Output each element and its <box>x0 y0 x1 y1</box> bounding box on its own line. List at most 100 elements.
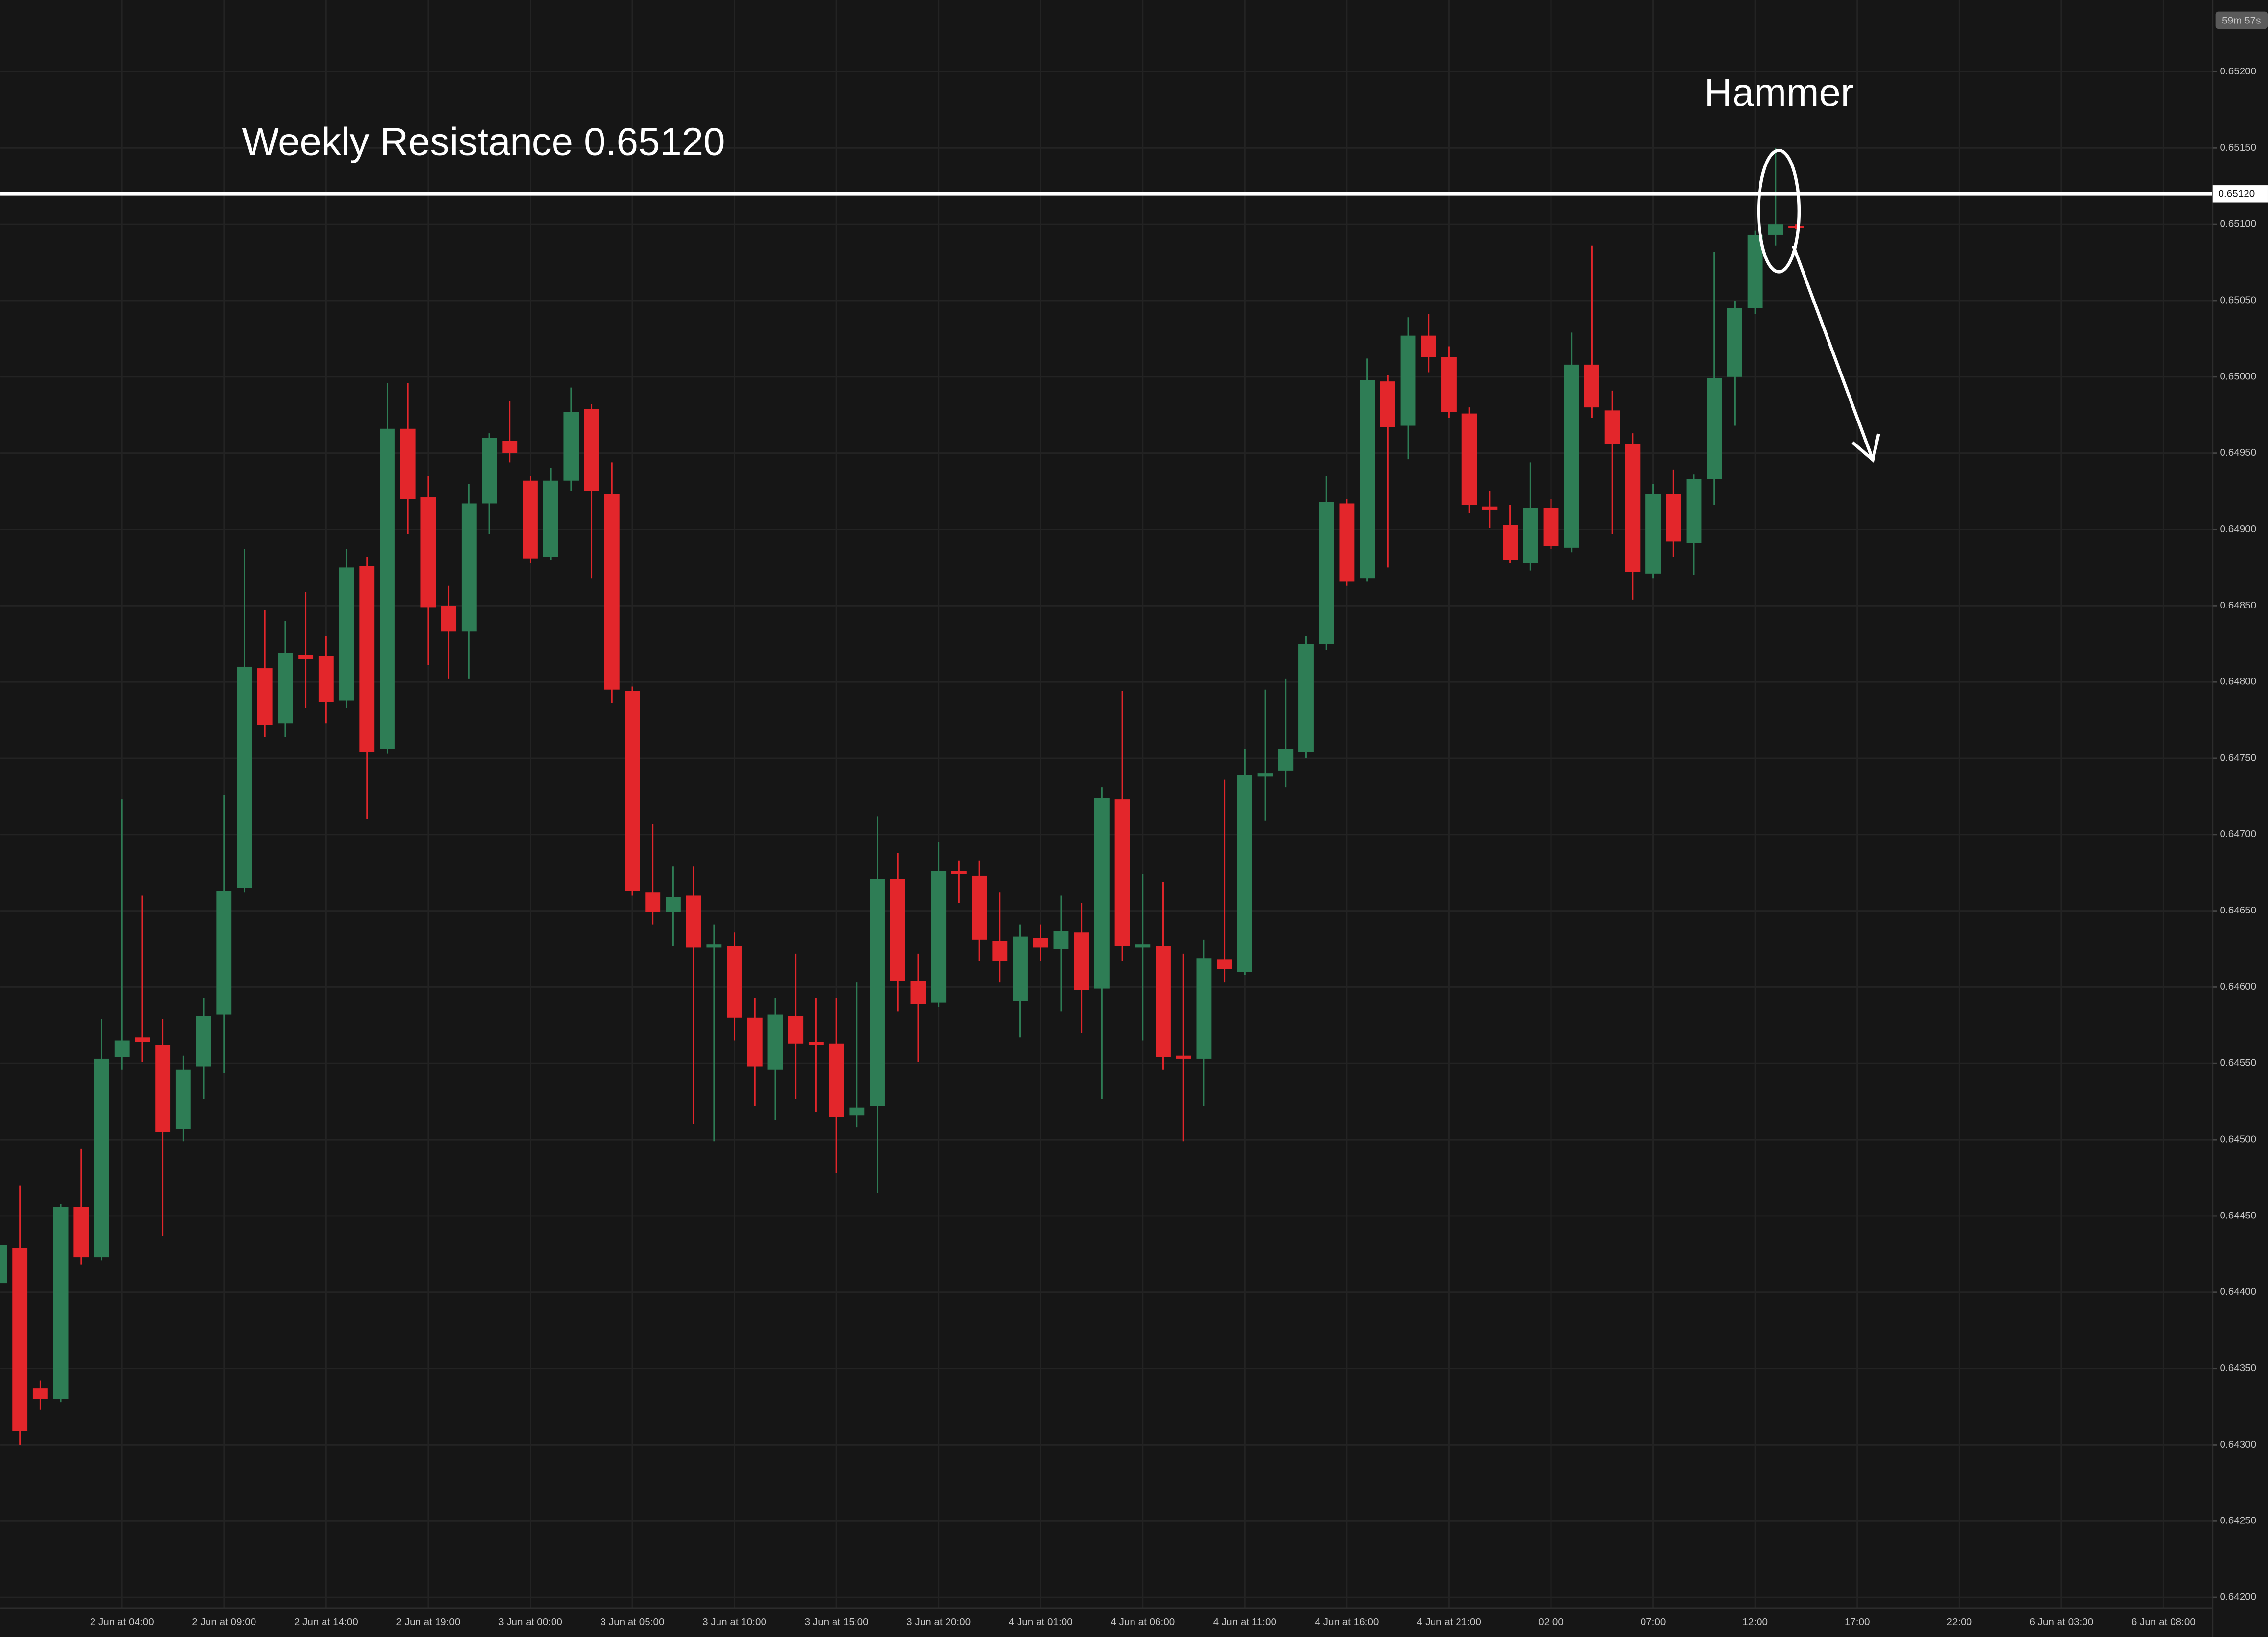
x-tick-label: 2 Jun at 09:00 <box>192 1616 256 1628</box>
candle-body <box>1176 1055 1191 1059</box>
candle-body <box>563 412 579 481</box>
candle-body <box>32 1388 48 1399</box>
candle-body <box>359 566 375 752</box>
y-tick-label: 0.64300 <box>2220 1439 2257 1450</box>
candle-body <box>870 879 885 1106</box>
candle-body <box>706 944 722 948</box>
y-tick-label: 0.65200 <box>2220 66 2257 77</box>
candle-body <box>1543 508 1559 546</box>
x-tick-label: 2 Jun at 04:00 <box>90 1616 154 1628</box>
y-tick-label: 0.64550 <box>2220 1057 2257 1069</box>
resistance-annotation: Weekly Resistance 0.65120 <box>242 119 725 163</box>
y-tick-label: 0.64600 <box>2220 981 2257 992</box>
candle-body <box>992 941 1008 961</box>
candle-body <box>1196 958 1212 1059</box>
candle-body <box>523 480 538 559</box>
y-tick-label: 0.65050 <box>2220 294 2257 305</box>
candle-body <box>1584 364 1599 408</box>
candle-body <box>1156 946 1171 1057</box>
candle-body <box>1135 944 1151 948</box>
x-tick-label: 3 Jun at 10:00 <box>702 1616 766 1628</box>
candle-body <box>1217 959 1232 969</box>
y-tick-label: 0.65150 <box>2220 142 2257 153</box>
candle-body <box>727 946 742 1018</box>
candle-body <box>1094 797 1110 989</box>
x-tick-label: 07:00 <box>1641 1616 1666 1628</box>
candle-body <box>1645 494 1661 574</box>
candle-body <box>318 656 334 702</box>
candle-body <box>1604 410 1620 444</box>
x-tick-label: 6 Jun at 03:00 <box>2029 1616 2093 1628</box>
x-tick-label: 12:00 <box>1742 1616 1768 1628</box>
candle-body <box>1421 335 1436 357</box>
countdown-box <box>2215 11 2268 29</box>
candle-body <box>543 480 558 557</box>
candle-body <box>298 655 314 659</box>
x-tick-label: 6 Jun at 08:00 <box>2131 1616 2196 1628</box>
candle-body <box>1666 494 1681 542</box>
candle-body <box>1747 234 1763 308</box>
candle-body <box>1013 936 1028 1001</box>
candle-body <box>196 1016 211 1067</box>
candle-body <box>461 503 477 632</box>
candle-body <box>1707 378 1722 479</box>
candle-body <box>645 892 661 912</box>
candle-body <box>931 871 947 1003</box>
candle-body <box>94 1058 109 1258</box>
x-tick-label: 4 Jun at 01:00 <box>1009 1616 1073 1628</box>
candle-body <box>972 875 987 940</box>
candle-body <box>12 1248 28 1431</box>
x-tick-label: 4 Jun at 11:00 <box>1213 1616 1276 1628</box>
candle-body <box>1482 506 1498 510</box>
candle-body <box>155 1045 171 1132</box>
hammer-annotation: Hammer <box>1704 70 1854 114</box>
candle-body <box>1237 775 1252 972</box>
candle-body <box>686 895 701 948</box>
x-tick-label: 4 Jun at 06:00 <box>1111 1616 1175 1628</box>
y-tick-label: 0.64750 <box>2220 752 2257 763</box>
candle-body <box>1257 773 1273 777</box>
y-tick-label: 0.64450 <box>2220 1210 2257 1221</box>
candle-body <box>502 441 518 453</box>
candle-body <box>1523 508 1538 563</box>
candle-body <box>420 497 436 608</box>
candle-body <box>1360 380 1375 579</box>
candle-body <box>441 606 457 632</box>
x-tick-label: 3 Jun at 00:00 <box>498 1616 562 1628</box>
candle-body <box>1686 479 1702 543</box>
candle-body <box>665 897 681 912</box>
candle-body <box>1461 413 1477 505</box>
candle-body <box>1625 444 1641 572</box>
candle-body <box>767 1014 783 1070</box>
x-tick-label: 3 Jun at 15:00 <box>805 1616 869 1628</box>
y-tick-label: 0.65100 <box>2220 218 2257 230</box>
candle-body <box>216 891 232 1015</box>
candle-body <box>910 981 926 1004</box>
resistance-label: 0.65120 <box>2219 188 2255 200</box>
candle-body <box>1339 503 1355 582</box>
candle-body <box>1400 335 1416 426</box>
candle-body <box>951 871 967 874</box>
candle-body <box>849 1107 865 1116</box>
y-tick-label: 0.64500 <box>2220 1134 2257 1145</box>
y-tick-label: 0.64950 <box>2220 447 2257 458</box>
candle-body <box>1564 364 1579 548</box>
candle-body <box>1727 308 1742 377</box>
candle-body <box>747 1017 763 1067</box>
y-tick-label: 0.65000 <box>2220 371 2257 382</box>
candle-body <box>1441 357 1457 412</box>
candle-body <box>1319 502 1334 644</box>
candle-body <box>1278 749 1294 771</box>
x-tick-label: 22:00 <box>1946 1616 1972 1628</box>
arrow-shaft <box>1792 245 1875 461</box>
candle-body <box>278 653 293 724</box>
hammer-highlight <box>1757 148 1801 274</box>
candle-body <box>400 428 416 499</box>
candle-body <box>1114 799 1130 946</box>
x-tick-label: 2 Jun at 14:00 <box>294 1616 358 1628</box>
y-tick-label: 0.64800 <box>2220 676 2257 687</box>
y-tick-label: 0.64200 <box>2220 1591 2257 1603</box>
y-tick-label: 0.64650 <box>2220 905 2257 916</box>
